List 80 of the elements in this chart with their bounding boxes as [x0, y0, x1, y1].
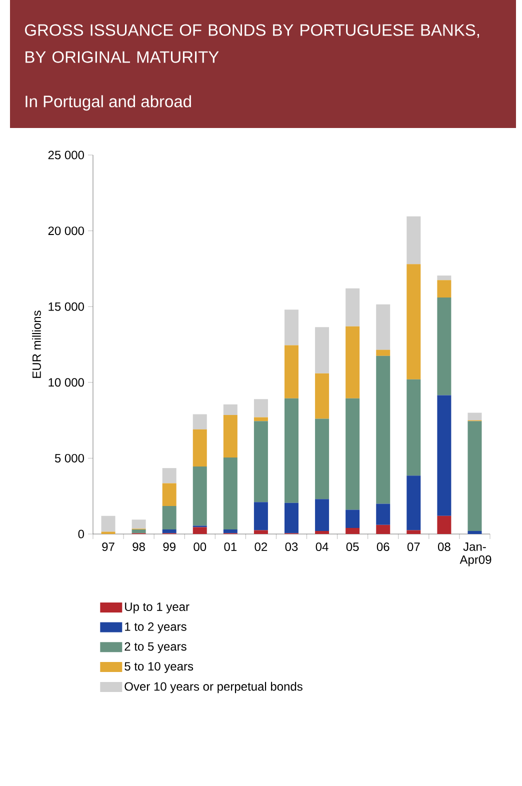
- bar: [346, 510, 360, 528]
- bar: [132, 520, 146, 529]
- chart-title: GROSS ISSUANCE OF BONDS BY PORTUGUESE BANKS, BY ORIGINAL MATURITY: [25, 24, 479, 63]
- bar: [162, 483, 176, 506]
- x-tick-label: 01: [224, 542, 237, 552]
- bar: [437, 516, 452, 534]
- bar: [192, 527, 207, 534]
- bar: [315, 418, 330, 500]
- bar: [437, 298, 452, 396]
- bar: [284, 398, 298, 503]
- bar: [284, 345, 298, 398]
- bar: [101, 516, 116, 532]
- bar: [346, 398, 360, 510]
- bar: [284, 502, 298, 534]
- bar: [315, 530, 330, 534]
- bar: [406, 264, 421, 380]
- bar: [162, 468, 176, 484]
- chart-subtitle: In Portugal and abroad: [26, 95, 191, 111]
- bar: [132, 529, 146, 534]
- bar: [376, 304, 390, 350]
- bar: [468, 530, 482, 534]
- bar: [376, 504, 390, 525]
- x-tick-label: 99: [163, 542, 176, 552]
- x-tick-label: 08: [438, 542, 450, 552]
- bar: [346, 288, 360, 326]
- bar: [346, 326, 360, 398]
- y-tick-label: 20 000: [48, 226, 84, 236]
- bar: [406, 476, 421, 530]
- x-tick-label: 97: [102, 542, 114, 552]
- legend-label: 1 to 2 years: [125, 622, 186, 634]
- bar: [406, 379, 421, 476]
- bar: [376, 356, 390, 504]
- x-tick-label: 00: [194, 542, 206, 552]
- legend-label: Over 10 years or perpetual bonds: [124, 682, 302, 694]
- bar: [437, 395, 452, 516]
- bar: [315, 373, 330, 419]
- x-tick-label: 02: [254, 542, 268, 552]
- x-tick-label: 03: [285, 542, 298, 552]
- bar: [254, 417, 268, 422]
- bar: [376, 524, 390, 534]
- bar: [162, 506, 176, 530]
- y-tick-label: 5 000: [54, 454, 84, 462]
- bar: [101, 532, 116, 534]
- y-tick-label: 25 000: [48, 150, 84, 160]
- bar: [468, 412, 482, 420]
- x-tick-label: 06: [376, 542, 390, 552]
- bar: [284, 310, 298, 346]
- bar: [223, 457, 238, 530]
- bar: [315, 499, 330, 531]
- x-tick-label: 07: [407, 542, 420, 552]
- bar: [254, 502, 268, 530]
- bar: [437, 276, 452, 280]
- y-tick-label: 10 000: [48, 378, 84, 387]
- bar: [468, 421, 482, 531]
- x-tick-label: Jan-Apr09: [460, 542, 492, 566]
- bar: [254, 530, 268, 534]
- y-tick-label: 15 000: [48, 302, 84, 311]
- bar: [406, 216, 421, 264]
- legend-label: Up to 1 year: [125, 602, 190, 614]
- bar: [254, 421, 268, 502]
- bar: [406, 530, 421, 534]
- legend-label: 5 to 10 years: [124, 662, 194, 673]
- bar: [223, 415, 238, 458]
- y-tick-label: 0: [78, 530, 84, 538]
- x-tick-label: 05: [346, 542, 359, 552]
- bar: [162, 529, 176, 534]
- bar: [254, 399, 268, 418]
- legend-label: 2 to 5 years: [124, 642, 186, 654]
- bar: [192, 466, 207, 526]
- bar: [192, 414, 207, 430]
- bar: [192, 429, 207, 467]
- bar: [437, 280, 452, 298]
- bar: [315, 327, 330, 374]
- bar: [223, 529, 238, 534]
- bar: [223, 404, 238, 416]
- y-axis-title: EUR millions: [32, 310, 41, 378]
- bar: [376, 350, 390, 356]
- bar: [346, 528, 360, 534]
- x-tick-label: 98: [132, 542, 145, 552]
- x-tick-label: 04: [316, 542, 328, 552]
